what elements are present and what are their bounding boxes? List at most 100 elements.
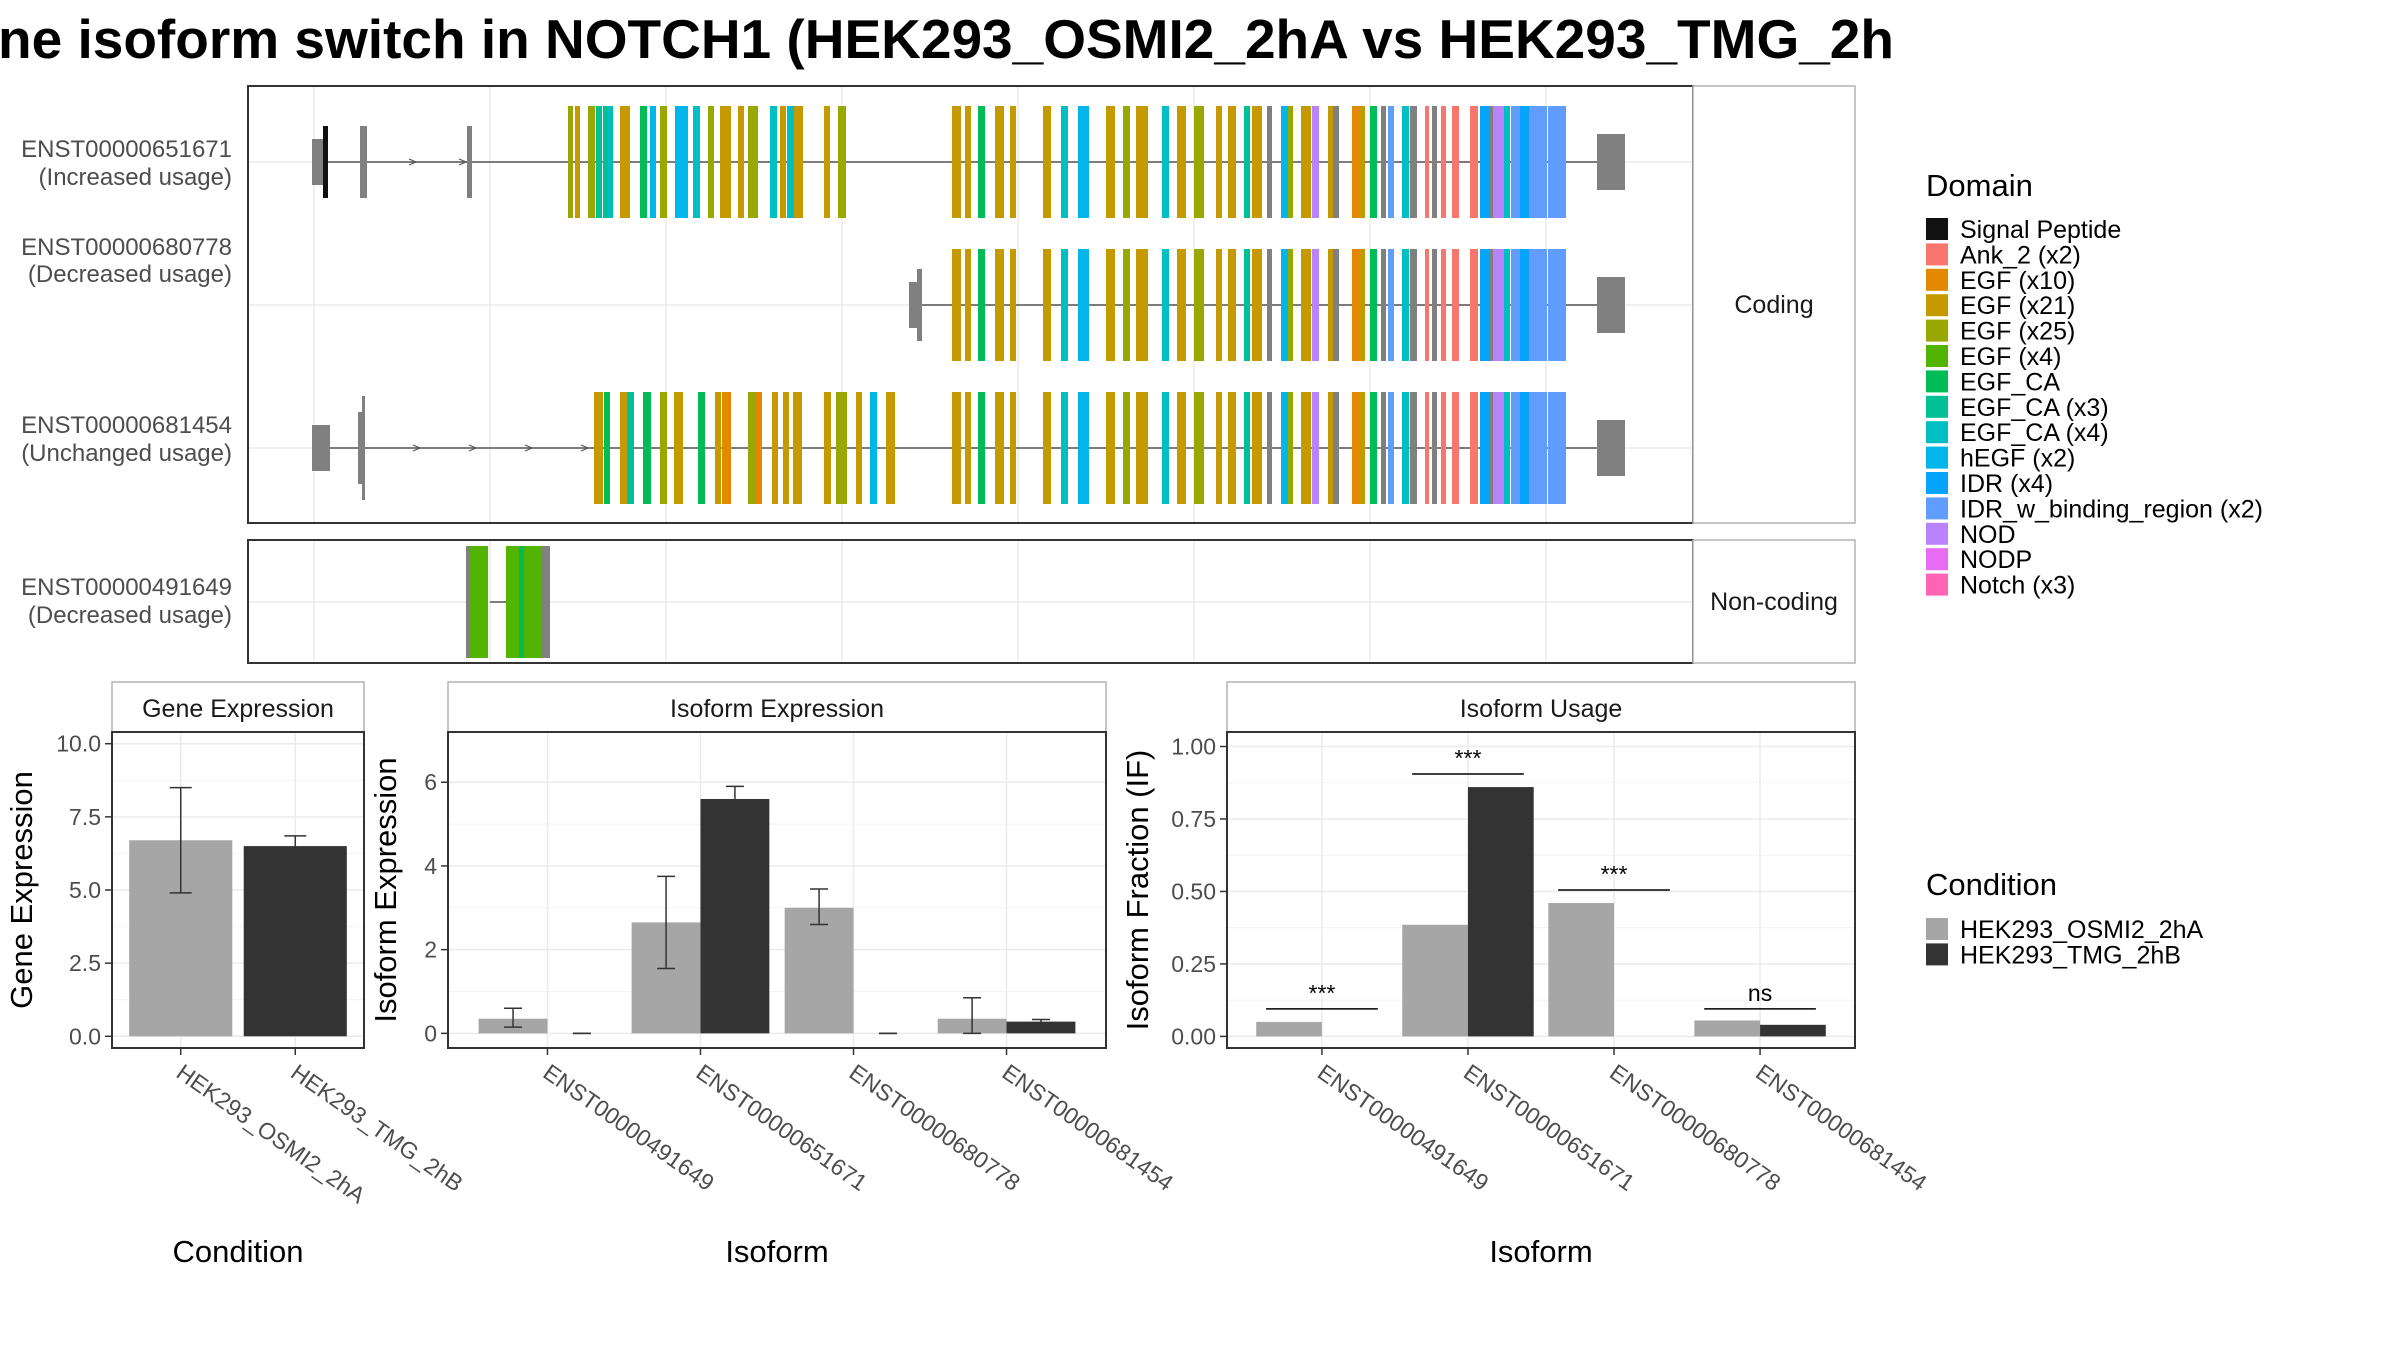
exon <box>1228 249 1236 361</box>
isoform-expression-chart: Isoform Expression0246ENST00000491649ENS… <box>368 681 1178 1269</box>
exon <box>793 392 802 504</box>
exon <box>1504 392 1510 504</box>
exon <box>720 106 731 218</box>
domain-legend-key <box>1926 472 1948 494</box>
exon <box>1043 106 1051 218</box>
exon <box>604 392 610 504</box>
y-axis-title: Isoform Expression <box>368 757 403 1022</box>
exon <box>1388 392 1394 504</box>
exon <box>1281 392 1288 504</box>
condition-legend-key <box>1926 918 1948 940</box>
x-axis-title: Isoform <box>725 1234 828 1269</box>
exon <box>748 106 758 218</box>
exon <box>1312 249 1319 361</box>
y-tick-label: 0.00 <box>1171 1023 1216 1049</box>
chart-panel <box>1227 732 1855 1048</box>
domain-legend-key <box>1926 345 1948 367</box>
significance-label: *** <box>1601 861 1628 887</box>
exon <box>1388 106 1394 218</box>
exon <box>1441 392 1446 504</box>
exon <box>1529 106 1547 218</box>
exon <box>1288 106 1293 218</box>
exon <box>1244 249 1250 361</box>
domain-legend-label: Ank_2 (x2) <box>1960 241 2081 269</box>
exon <box>1410 106 1417 218</box>
exon <box>1061 249 1068 361</box>
exon <box>838 106 846 218</box>
exon <box>1432 392 1437 504</box>
exon <box>362 396 365 500</box>
y-tick-label: 0 <box>424 1020 437 1046</box>
exon <box>470 546 478 658</box>
domain-legend-label: IDR_w_binding_region (x2) <box>1960 495 2263 523</box>
exon <box>1136 392 1148 504</box>
exon <box>588 106 595 218</box>
exon <box>1493 249 1505 361</box>
domain-legend-label: EGF (x4) <box>1960 343 2061 371</box>
y-axis-title: Gene Expression <box>4 771 39 1009</box>
exon <box>1425 249 1429 361</box>
exon <box>1410 392 1417 504</box>
exon <box>756 392 762 504</box>
exon <box>1281 249 1288 361</box>
domain-legend-key <box>1926 395 1948 418</box>
figure-title: ne isoform switch in NOTCH1 (HEK293_OSMI… <box>0 8 1894 70</box>
x-axis-title: Condition <box>173 1234 304 1269</box>
exon <box>715 392 721 504</box>
exon <box>650 106 656 218</box>
exon <box>952 249 961 361</box>
exon <box>1432 249 1437 361</box>
gene-expression-chart: Gene Expression 0.0 2.5 5.0 7.5 10.0 HEK293_OS… <box>4 681 468 1269</box>
domain-legend-label: NODP <box>1960 546 2032 574</box>
bar <box>1548 903 1615 1037</box>
exon <box>627 392 634 504</box>
transcript-ENST00000680778 <box>909 249 1625 361</box>
exon <box>620 392 627 504</box>
transcript-label-usage: (Unchanged usage) <box>21 440 232 467</box>
exon <box>1480 249 1489 361</box>
exon <box>995 392 1004 504</box>
exon <box>1043 392 1051 504</box>
chart-strip <box>447 681 1107 733</box>
exon <box>1123 392 1130 504</box>
exon <box>1548 249 1554 361</box>
exon <box>1425 106 1429 218</box>
chart-border <box>447 731 1107 1049</box>
exon <box>1480 106 1489 218</box>
exon <box>660 392 667 504</box>
exon <box>722 392 731 504</box>
domain-legend-key <box>1926 370 1948 393</box>
domain-legend-key <box>1926 548 1948 571</box>
structure-noncoding-strip: Non-coding <box>1692 539 1856 664</box>
exon <box>1520 106 1529 218</box>
domain-legend-label: EGF_CA (x3) <box>1960 394 2109 422</box>
exon <box>660 106 667 218</box>
condition-legend-label: HEK293_OSMI2_2hA <box>1960 916 2204 944</box>
domain-legend-key <box>1926 522 1948 545</box>
exon <box>780 106 786 218</box>
exon <box>1123 106 1130 218</box>
exon <box>608 106 612 218</box>
exon <box>1402 392 1409 504</box>
exon <box>995 106 1004 218</box>
exon <box>1554 249 1566 361</box>
exon <box>594 392 603 504</box>
exon <box>978 249 985 361</box>
exon <box>1511 249 1520 361</box>
exon <box>506 546 512 658</box>
exon <box>1043 249 1051 361</box>
exon <box>1370 249 1377 361</box>
exon <box>1410 249 1417 361</box>
exon <box>1106 392 1115 504</box>
exon <box>1452 392 1459 504</box>
exon <box>1352 249 1360 361</box>
bar <box>1694 1020 1761 1037</box>
exon <box>1511 106 1520 218</box>
exon <box>978 392 985 504</box>
exon <box>1360 392 1365 504</box>
exon <box>512 546 520 658</box>
exon <box>1480 392 1489 504</box>
domain-legend-title: Domain <box>1926 168 2033 203</box>
exon <box>824 392 831 504</box>
